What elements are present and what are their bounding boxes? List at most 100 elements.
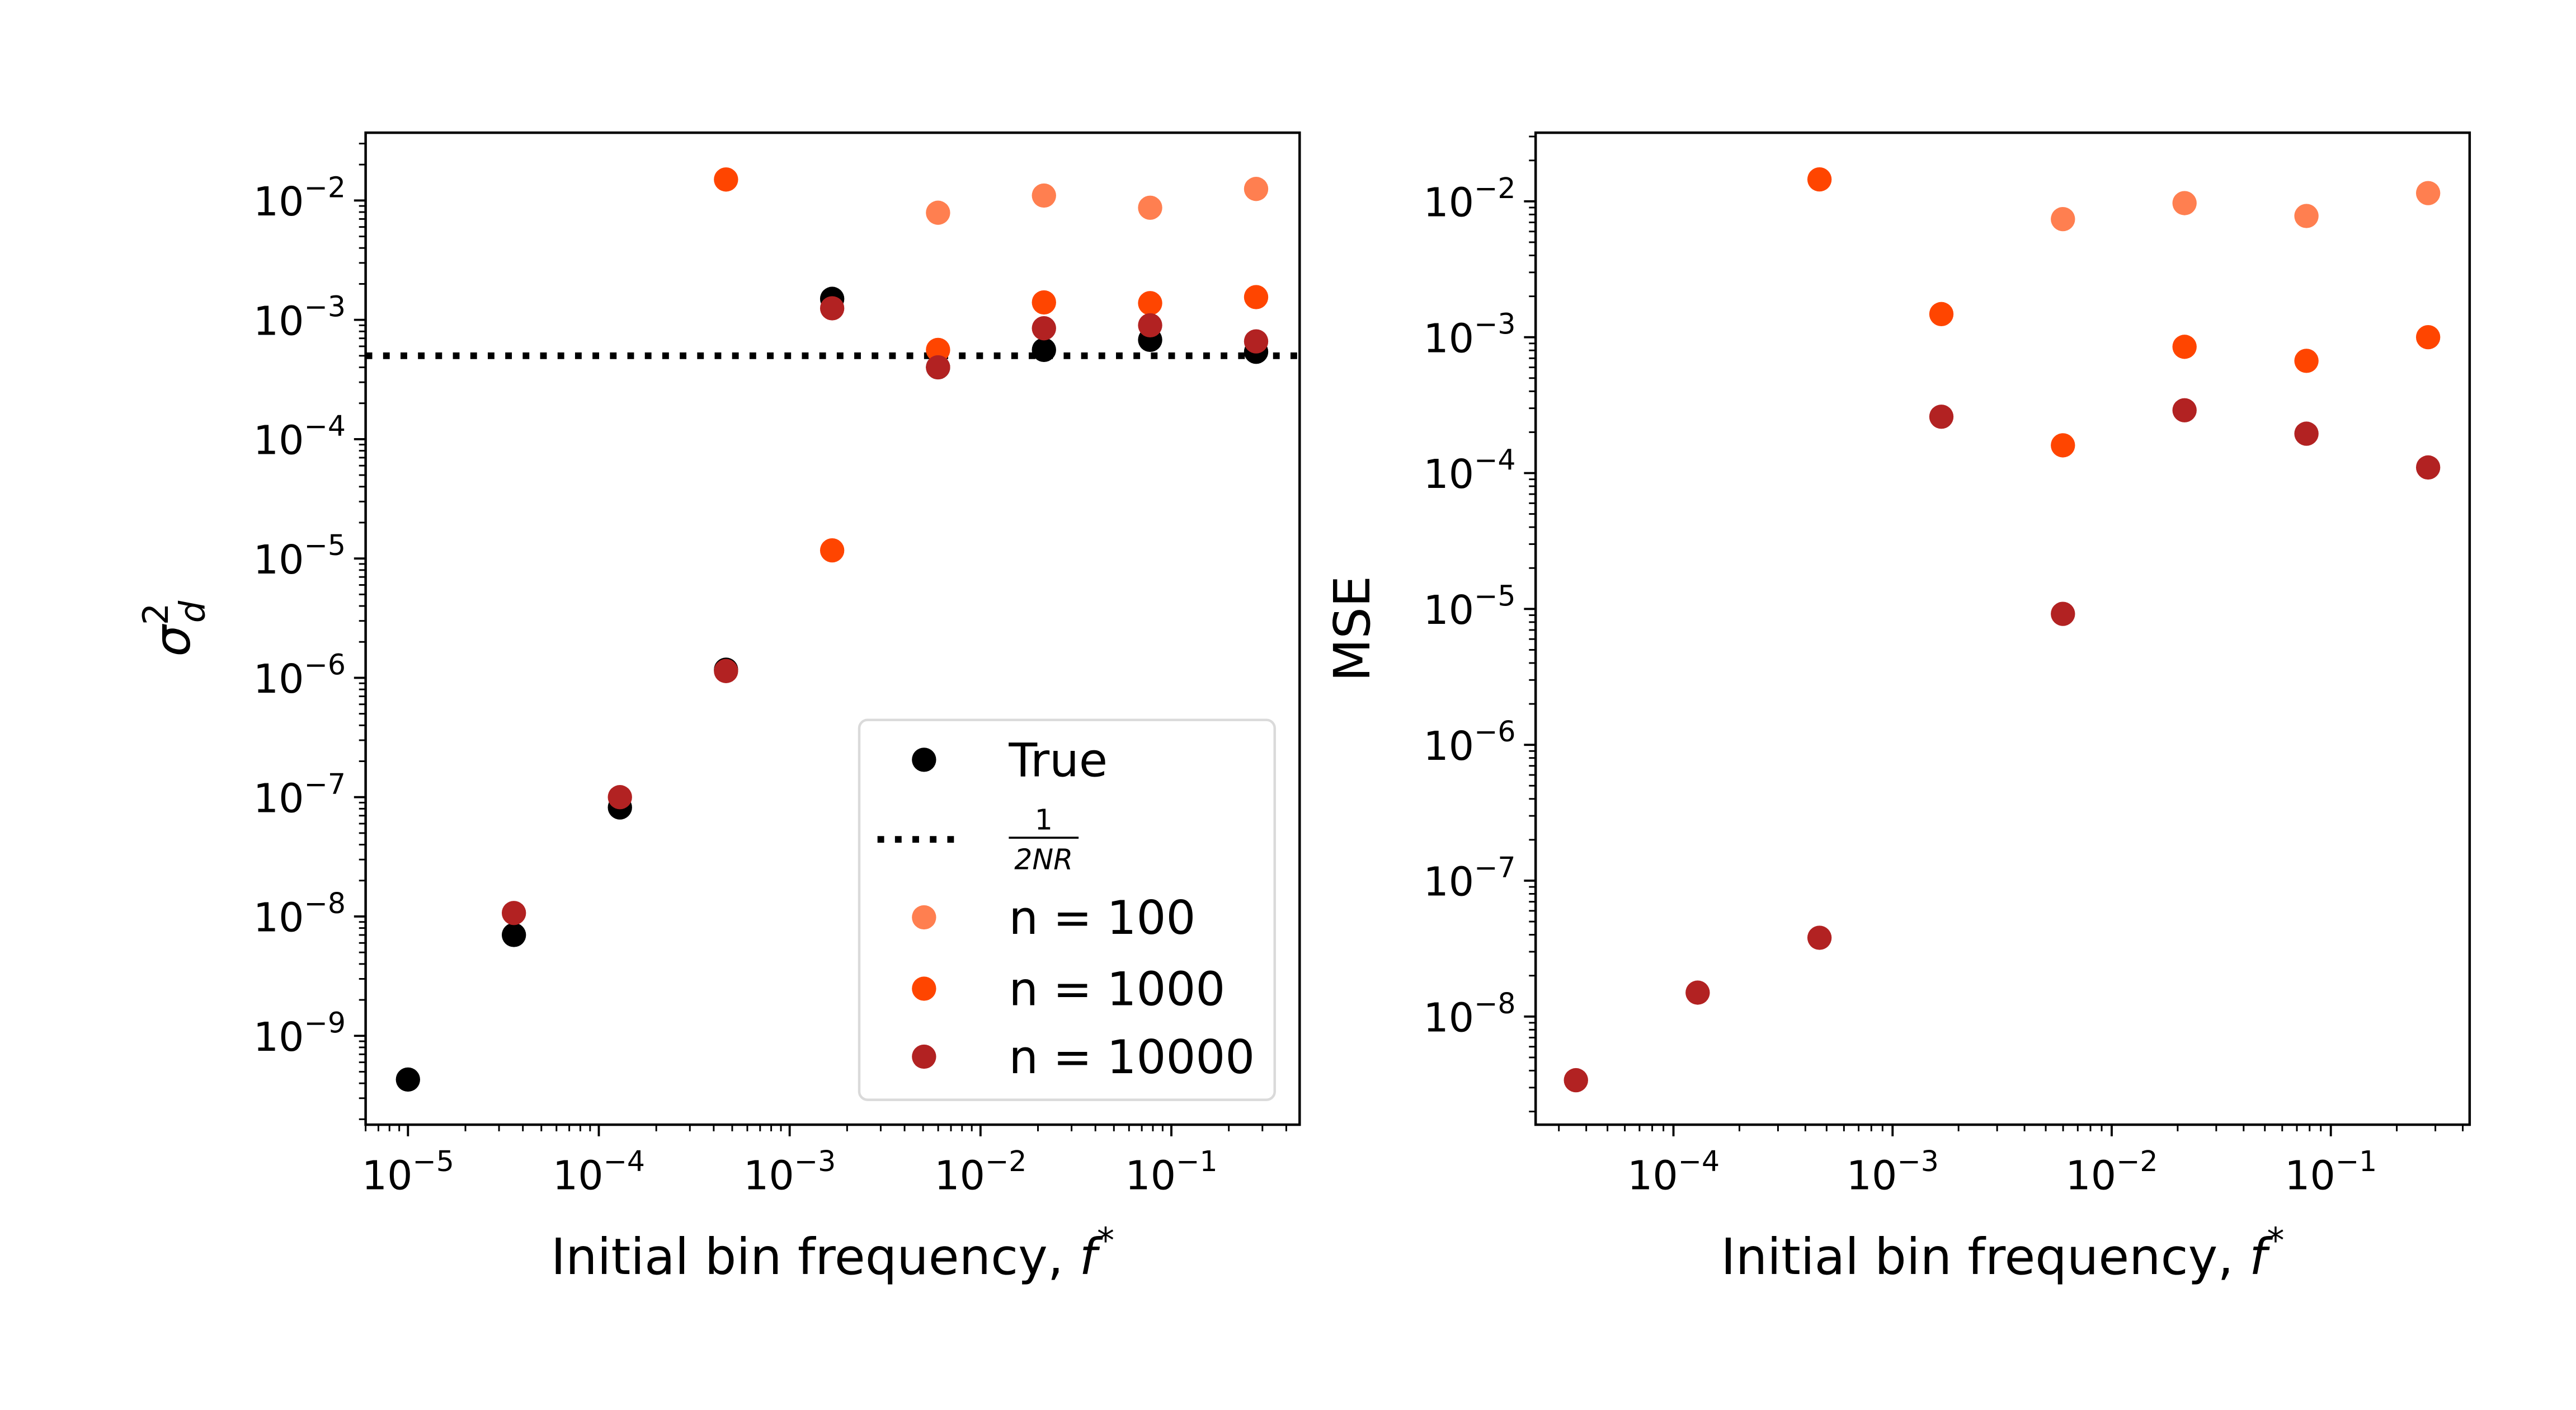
data-point-n1000 <box>714 167 738 192</box>
tick-exponent: −6 <box>1474 715 1515 748</box>
data-point-n10000 <box>714 659 738 683</box>
legend-box <box>858 718 1276 1101</box>
data-point-n100 <box>2172 191 2197 215</box>
tick-base: 10 <box>2065 1153 2116 1199</box>
data-point-n10000 <box>607 785 632 810</box>
data-point-true <box>395 1067 420 1092</box>
tick-exponent: −1 <box>2335 1145 2377 1178</box>
legend-marker <box>912 905 936 930</box>
legend-marker <box>912 976 936 1001</box>
legend-fraction-numerator: 1 <box>1035 803 1053 836</box>
data-point-n1000 <box>1929 302 1954 326</box>
x-label-sup: * <box>1097 1220 1114 1261</box>
tick-base: 10 <box>253 656 304 702</box>
tick-exponent: −4 <box>1474 444 1515 477</box>
data-point-n100 <box>2294 204 2319 228</box>
data-point-n100 <box>2415 181 2441 205</box>
x-tick-label: 10−4 <box>1627 1145 1720 1199</box>
y-tick-label: 10−5 <box>253 529 346 583</box>
data-point-n1000 <box>1138 291 1162 316</box>
tick-base: 10 <box>253 537 304 583</box>
data-point-n10000 <box>2415 455 2441 480</box>
data-point-n1000 <box>1244 285 1269 309</box>
x-tick-label: 10−2 <box>934 1145 1026 1199</box>
x-tick-label: 10−4 <box>553 1145 645 1199</box>
tick-exponent: −3 <box>1897 1145 1938 1178</box>
tick-base: 10 <box>253 417 304 464</box>
tick-base: 10 <box>553 1153 604 1199</box>
y-tick-label: 10−5 <box>1423 579 1515 633</box>
tick-base: 10 <box>1423 180 1474 226</box>
tick-exponent: −8 <box>304 887 346 920</box>
x-axis-label: Initial bin frequency, f* <box>551 1220 1114 1285</box>
data-point-n100 <box>926 200 950 225</box>
data-point-n1000 <box>2051 433 2075 458</box>
x-tick-label: 10−5 <box>362 1145 454 1199</box>
tick-base: 10 <box>743 1153 794 1199</box>
data-point-n100 <box>1244 177 1269 201</box>
tick-base: 10 <box>253 298 304 344</box>
y-tick-label: 10−4 <box>253 410 346 464</box>
tick-exponent: −2 <box>1474 172 1515 205</box>
data-point-n1000 <box>1032 290 1056 315</box>
x-tick-label: 10−3 <box>743 1145 836 1199</box>
tick-base: 10 <box>253 895 304 941</box>
legend-label: n = 1000 <box>1009 962 1225 1017</box>
tick-base: 10 <box>1423 995 1474 1041</box>
tick-base: 10 <box>1627 1153 1678 1199</box>
legend-label: n = 100 <box>1009 891 1195 945</box>
tick-base: 10 <box>253 1014 304 1060</box>
tick-exponent: −9 <box>304 1006 346 1039</box>
legend-fraction-denominator: 2NR <box>1014 843 1073 876</box>
tick-base: 10 <box>253 178 304 225</box>
data-point-n10000 <box>1685 980 1710 1005</box>
axes-frame <box>364 131 1301 1126</box>
x-label-text: Initial bin frequency, <box>551 1228 1080 1286</box>
y-tick-label: 10−7 <box>1423 851 1515 905</box>
axes-frame <box>1534 131 2471 1126</box>
tick-base: 10 <box>1423 315 1474 361</box>
tick-exponent: −5 <box>304 529 346 562</box>
data-point-n10000 <box>1032 316 1056 341</box>
y-tick-label: 10−3 <box>253 290 346 345</box>
data-point-n10000 <box>1138 313 1162 338</box>
tick-exponent: −4 <box>1678 1145 1720 1178</box>
x-label-text: Initial bin frequency, <box>1721 1228 2249 1286</box>
tick-exponent: −2 <box>304 171 346 204</box>
tick-exponent: −2 <box>2116 1145 2158 1178</box>
tick-exponent: −5 <box>412 1145 454 1178</box>
tick-base: 10 <box>1423 451 1474 497</box>
legend-marker <box>912 1044 936 1069</box>
tick-base: 10 <box>934 1153 985 1199</box>
data-point-n100 <box>2051 206 2075 232</box>
legend-marker <box>912 748 936 772</box>
data-point-n10000 <box>820 296 845 321</box>
y-axis-label: MSE <box>1323 576 1381 682</box>
data-point-n10000 <box>2294 421 2319 446</box>
data-point-n10000 <box>501 901 526 925</box>
tick-base: 10 <box>2285 1153 2335 1199</box>
plot-1: 10−5 10−4 10−3 10−2 10−110−910−810−710−610−5… <box>135 131 1301 1286</box>
tick-exponent: −6 <box>304 648 346 682</box>
data-point-n1000 <box>2415 325 2441 350</box>
tick-base: 10 <box>1847 1153 1897 1199</box>
legend: True 1 2NR n = 100 n = 1000 n = 10000 <box>858 718 1276 1101</box>
plot-2: 10−4 10−3 10−2 10−110−810−710−610−510−410−3… <box>1323 131 2471 1286</box>
tick-exponent: −4 <box>604 1145 645 1178</box>
data-point-n10000 <box>1564 1068 1588 1093</box>
y-tick-label: 10−3 <box>1423 308 1515 362</box>
data-point-n10000 <box>2051 601 2075 626</box>
data-point-n10000 <box>926 355 950 380</box>
x-tick-label: 10−1 <box>1125 1145 1217 1199</box>
tick-exponent: −4 <box>304 410 346 443</box>
tick-base: 10 <box>1423 723 1474 769</box>
x-label-sup: * <box>2267 1220 2284 1261</box>
tick-exponent: −7 <box>1474 851 1515 884</box>
data-point-n1000 <box>2172 335 2197 359</box>
data-point-n1000 <box>926 337 950 362</box>
y-tick-label: 10−2 <box>1423 172 1515 226</box>
y-label-symbol: σ <box>143 624 201 657</box>
data-point-n10000 <box>1807 925 1832 950</box>
tick-exponent: −7 <box>304 768 346 801</box>
tick-base: 10 <box>253 775 304 821</box>
